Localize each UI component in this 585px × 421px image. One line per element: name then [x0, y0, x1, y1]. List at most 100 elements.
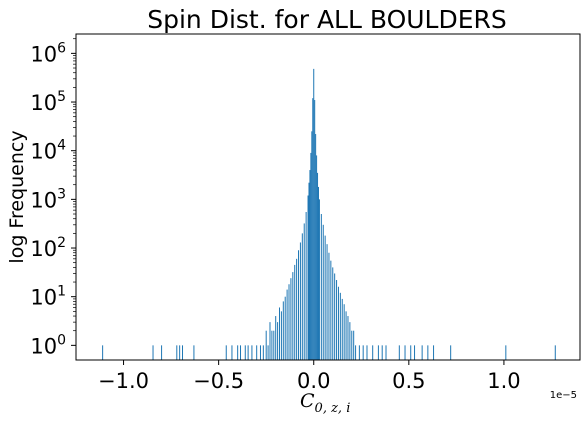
- histogram-bar: [421, 345, 423, 360]
- y-tick-label: 103: [30, 186, 66, 212]
- histogram-bar: [414, 345, 416, 360]
- x-tick-label: 1.0: [487, 369, 520, 393]
- histogram-bar: [355, 345, 357, 360]
- histogram-bar: [179, 345, 181, 360]
- histogram-bar: [351, 330, 353, 360]
- x-axis-label-subscript: 0, z, i: [315, 401, 351, 416]
- histogram-bar: [349, 322, 351, 360]
- histogram-bar: [326, 244, 328, 360]
- histogram-bar: [317, 186, 319, 360]
- histogram-bar: [301, 233, 303, 360]
- histogram-bar: [334, 273, 336, 360]
- histogram-bar: [296, 258, 298, 360]
- x-tick-label: 0.5: [392, 369, 425, 393]
- histogram-bar: [262, 345, 264, 360]
- y-tick-label: 100: [30, 332, 66, 358]
- histogram-bar: [102, 345, 104, 360]
- x-axis-offset-label: 1e−5: [550, 390, 577, 401]
- histogram-bar: [286, 289, 288, 360]
- chart-title: Spin Dist. for ALL BOULDERS: [147, 5, 507, 34]
- histogram-bar: [328, 252, 330, 360]
- histogram-bar: [311, 131, 313, 360]
- histogram-bar: [318, 199, 320, 360]
- y-tick-label: 102: [30, 235, 66, 261]
- histogram-bar: [182, 345, 184, 360]
- histogram-bar: [294, 264, 296, 360]
- histogram-bar: [280, 311, 282, 360]
- y-tick-label: 106: [30, 40, 66, 66]
- x-tick-label: 0.0: [297, 369, 330, 393]
- histogram-bar: [288, 284, 290, 360]
- histogram-bar: [322, 224, 324, 360]
- histogram-bar: [231, 345, 233, 360]
- histogram-bar: [366, 345, 368, 360]
- histogram-bar: [372, 345, 374, 360]
- histogram-bar: [314, 100, 316, 361]
- histogram-bar: [193, 345, 195, 360]
- y-tick-label: 105: [30, 89, 66, 115]
- histogram-bar: [305, 211, 307, 360]
- y-axis-label: log Frequency: [6, 130, 28, 263]
- plot-frame: [75, 33, 581, 361]
- histogram-bar: [298, 250, 300, 360]
- histogram-bar: [225, 345, 227, 360]
- y-tick-label: 104: [30, 138, 66, 164]
- histogram-bar: [330, 260, 332, 360]
- histogram-bar: [269, 322, 271, 360]
- histogram-bar: [385, 345, 387, 360]
- histogram-bar: [324, 235, 326, 360]
- histogram-bar: [282, 301, 284, 360]
- histogram-bar: [450, 345, 452, 360]
- histogram-bar: [358, 345, 360, 360]
- histogram-bar: [279, 307, 280, 360]
- histogram-bar: [554, 345, 556, 360]
- histogram-bar: [244, 345, 246, 360]
- histogram-bar: [237, 345, 239, 360]
- histogram-bar: [307, 195, 309, 360]
- histogram-bar: [410, 345, 412, 360]
- histogram-bar: [273, 330, 275, 360]
- histogram-bar: [251, 345, 253, 360]
- histogram-bar: [299, 242, 301, 360]
- histogram-bar: [398, 345, 400, 360]
- histogram-bar: [320, 214, 322, 360]
- histogram-bar: [316, 155, 318, 360]
- histogram-bar: [381, 345, 383, 360]
- histogram-bar: [271, 330, 273, 360]
- x-axis-ticks: −1.0 −0.5 0.0 0.5 1.0: [98, 360, 521, 393]
- y-tick-label: 101: [30, 284, 66, 310]
- y-axis-ticks: 100 101 102 103 104 105 106: [30, 38, 76, 358]
- histogram-bar: [309, 170, 311, 360]
- histogram-bar: [308, 182, 310, 360]
- histogram-bar: [284, 296, 286, 360]
- histogram-bar: [332, 267, 334, 360]
- histogram-bar: [337, 286, 339, 360]
- histogram-bar: [505, 345, 507, 360]
- histogram-bar: [267, 345, 269, 360]
- x-axis-label-main: C: [300, 390, 315, 412]
- histogram-bar: [256, 345, 258, 360]
- histogram-bar: [310, 152, 312, 360]
- histogram-bar: [339, 292, 341, 360]
- x-axis-label: C0, z, i: [300, 390, 350, 416]
- histogram-bar: [427, 345, 429, 360]
- histogram-bars: [102, 68, 556, 361]
- histogram-bar: [336, 280, 338, 360]
- histogram-bar: [152, 345, 154, 360]
- histogram-bar: [277, 322, 279, 360]
- histogram-bar: [312, 98, 314, 361]
- histogram-bar: [345, 311, 347, 360]
- histogram-bar: [265, 330, 267, 360]
- histogram-bar: [362, 345, 364, 360]
- histogram-bar: [353, 330, 355, 360]
- histogram-bar: [303, 223, 305, 360]
- histogram-bar: [247, 345, 249, 360]
- x-tick-label: −1.0: [98, 369, 149, 393]
- histogram-bar: [433, 345, 435, 360]
- histogram-bar: [290, 278, 292, 360]
- histogram-bar: [240, 345, 242, 360]
- histogram-bar: [161, 345, 163, 360]
- histogram-bar: [315, 134, 317, 360]
- histogram-bar: [341, 298, 343, 360]
